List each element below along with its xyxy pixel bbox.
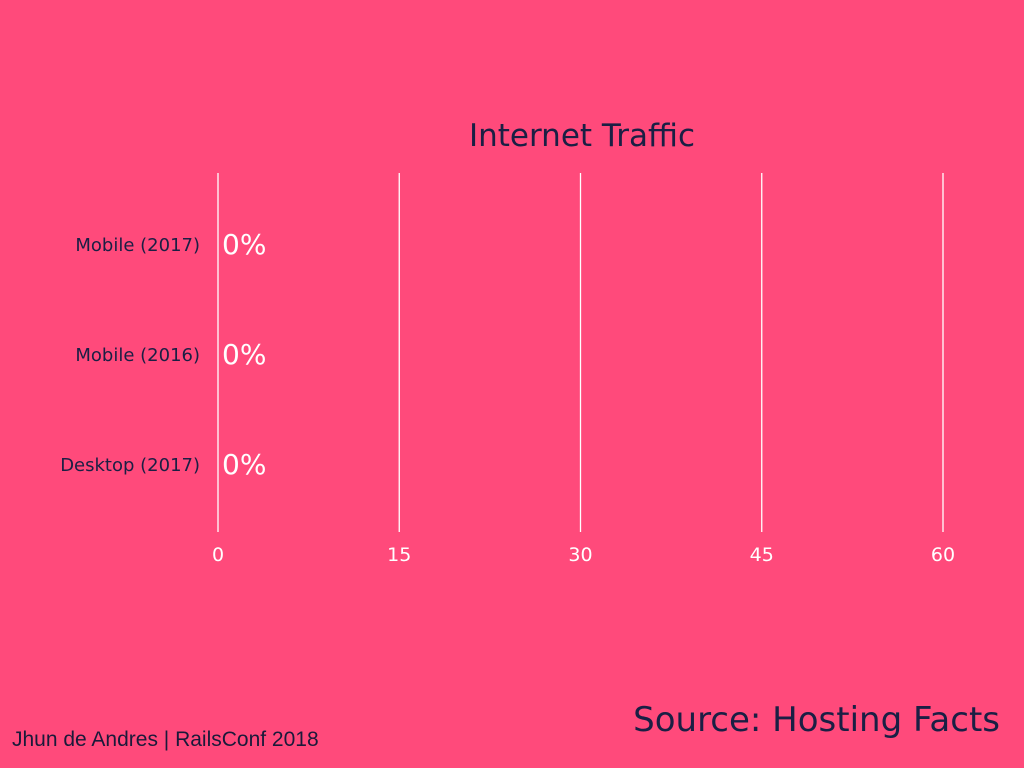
category-label: Desktop (2017) bbox=[60, 455, 200, 476]
chart-title: Internet Traffic bbox=[469, 118, 695, 154]
gridlines bbox=[217, 173, 944, 532]
category-labels: Mobile (2017) Mobile (2016) Desktop (2017) bbox=[60, 235, 200, 476]
value-label: 0% bbox=[222, 228, 266, 261]
value-label: 0% bbox=[222, 338, 266, 371]
value-label: 0% bbox=[222, 448, 266, 481]
category-label: Mobile (2016) bbox=[75, 345, 200, 366]
x-tick-label: 60 bbox=[931, 544, 955, 566]
x-tick-label: 45 bbox=[750, 544, 774, 566]
value-labels: 0% 0% 0% bbox=[222, 228, 266, 481]
x-tick-label: 15 bbox=[387, 544, 411, 566]
x-tick-label: 30 bbox=[568, 544, 592, 566]
source-note: Source: Hosting Facts bbox=[633, 700, 1000, 740]
presenter-credit: Jhun de Andres | RailsConf 2018 bbox=[12, 728, 319, 751]
category-label: Mobile (2017) bbox=[75, 235, 200, 256]
x-tick-labels: 0 15 30 45 60 bbox=[212, 544, 955, 566]
x-tick-label: 0 bbox=[212, 544, 224, 566]
